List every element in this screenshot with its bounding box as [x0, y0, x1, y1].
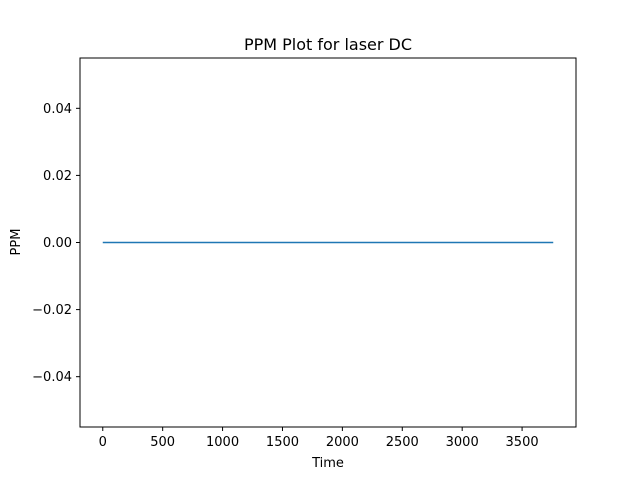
x-tick-label: 2000: [326, 435, 359, 450]
x-tick-label: 3000: [446, 435, 479, 450]
x-tick-label: 2500: [386, 435, 419, 450]
x-axis-ticks: 0 500 1000 1500 2000 2500 3000 3500: [99, 427, 539, 450]
x-tick-label: 1000: [206, 435, 239, 450]
x-tick-label: 0: [99, 435, 107, 450]
y-tick-label: 0.00: [43, 236, 72, 251]
y-tick-label: −0.04: [32, 370, 72, 385]
y-tick-label: 0.04: [43, 102, 72, 117]
x-tick-label: 1500: [266, 435, 299, 450]
y-axis-label: PPM: [9, 229, 24, 256]
x-axis-label: Time: [311, 456, 344, 471]
y-tick-label: 0.02: [43, 169, 72, 184]
chart-title: PPM Plot for laser DC: [244, 35, 412, 54]
x-tick-label: 3500: [506, 435, 539, 450]
y-tick-label: −0.02: [32, 303, 72, 318]
y-axis-ticks: −0.04 −0.02 0.00 0.02 0.04: [32, 102, 80, 385]
x-tick-label: 500: [150, 435, 175, 450]
